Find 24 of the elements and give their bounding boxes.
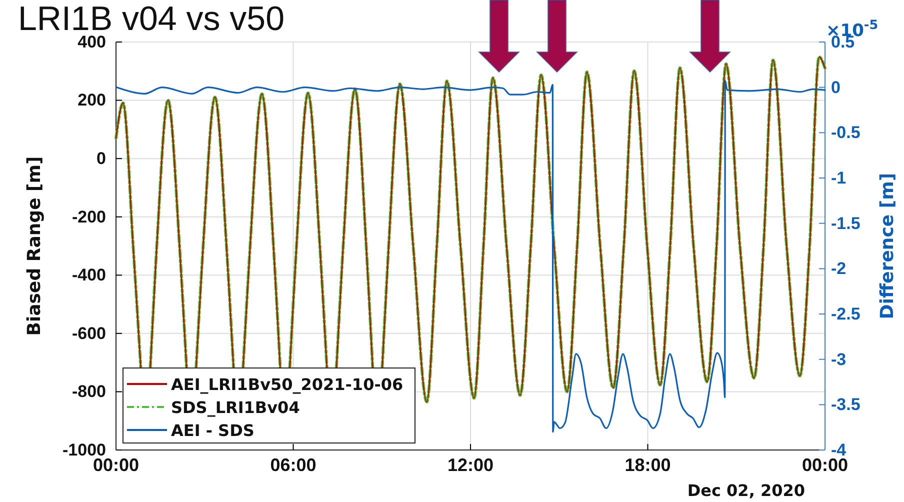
y2-tick-label: -1	[831, 168, 846, 188]
y2-tick-label: -2	[831, 259, 846, 278]
legend-label: AEI_LRI1Bv50_2021-10-06	[171, 375, 404, 394]
y2-tick-label: -1.5	[831, 214, 860, 233]
x-tick-label: 06:00	[270, 454, 316, 475]
y2-tick-label: 0	[831, 78, 840, 97]
y-tick-label: -400	[72, 266, 106, 285]
x-tick-label: 12:00	[447, 454, 494, 475]
legend-label: AEI - SDS	[171, 421, 254, 440]
y-tick-label: 200	[78, 90, 106, 110]
y2-tick-label: -0.5	[831, 123, 860, 142]
y2-tick-label: -3	[831, 350, 846, 369]
y-tick-label: 0	[96, 149, 106, 168]
y2-tick-label: -2.5	[831, 304, 860, 324]
y-tick-label: -800	[72, 382, 106, 402]
x-tick-label: 18:00	[624, 454, 671, 475]
y2-axis-title: Difference [m]	[877, 172, 898, 320]
y2-tick-label: -3.5	[831, 395, 860, 414]
text: Dec 02, 2020	[687, 481, 805, 500]
y-tick-label: 400	[78, 32, 106, 52]
legend-label: SDS_LRI1Bv04	[171, 398, 300, 417]
y-tick-label: -200	[72, 207, 106, 226]
y-axis-title: Biased Range [m]	[24, 156, 45, 336]
y-tick-label: -600	[72, 324, 106, 343]
